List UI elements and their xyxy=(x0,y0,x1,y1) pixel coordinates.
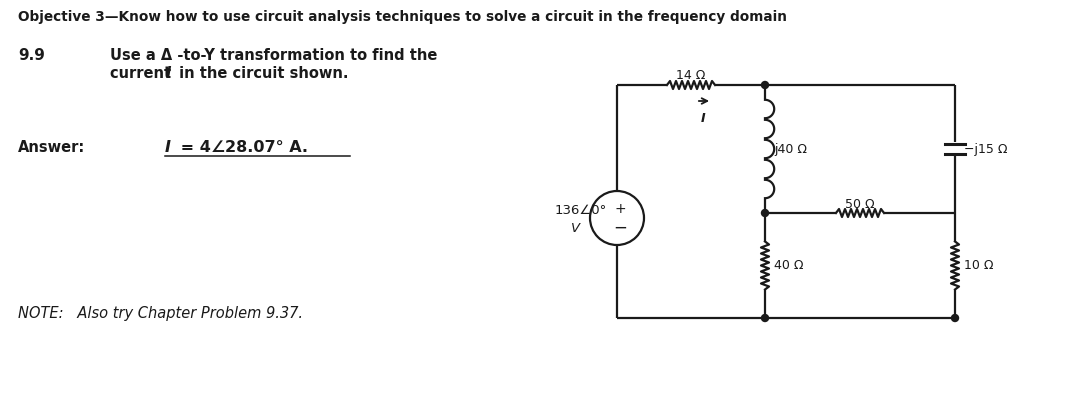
Text: Objective 3—Know how to use circuit analysis techniques to solve a circuit in th: Objective 3—Know how to use circuit anal… xyxy=(18,10,787,24)
Circle shape xyxy=(761,81,769,88)
Text: I: I xyxy=(701,112,705,125)
Text: 9.9: 9.9 xyxy=(18,48,45,63)
Text: 136∠0°: 136∠0° xyxy=(555,204,607,217)
Text: −: − xyxy=(613,219,626,237)
Circle shape xyxy=(951,314,959,321)
Text: in the circuit shown.: in the circuit shown. xyxy=(174,66,349,81)
Text: V: V xyxy=(571,222,580,235)
Text: current: current xyxy=(110,66,176,81)
Text: I: I xyxy=(166,66,172,81)
Text: 28.07° A.: 28.07° A. xyxy=(225,140,308,155)
Text: I: I xyxy=(165,140,171,155)
Text: NOTE:   Also try Chapter Problem 9.37.: NOTE: Also try Chapter Problem 9.37. xyxy=(18,306,303,321)
Text: 10 Ω: 10 Ω xyxy=(964,259,994,272)
Text: Answer:: Answer: xyxy=(18,140,85,155)
Text: 50 Ω: 50 Ω xyxy=(846,198,875,211)
Circle shape xyxy=(761,314,769,321)
Text: 14 Ω: 14 Ω xyxy=(676,69,705,82)
Text: +: + xyxy=(615,202,625,216)
Text: −j15 Ω: −j15 Ω xyxy=(964,143,1008,156)
Circle shape xyxy=(761,209,769,217)
Text: j40 Ω: j40 Ω xyxy=(774,143,807,156)
Text: 40 Ω: 40 Ω xyxy=(774,259,804,272)
Text: = 4: = 4 xyxy=(175,140,211,155)
Text: Use a Δ -to-Y transformation to find the: Use a Δ -to-Y transformation to find the xyxy=(110,48,437,63)
Text: ∠: ∠ xyxy=(211,140,226,155)
